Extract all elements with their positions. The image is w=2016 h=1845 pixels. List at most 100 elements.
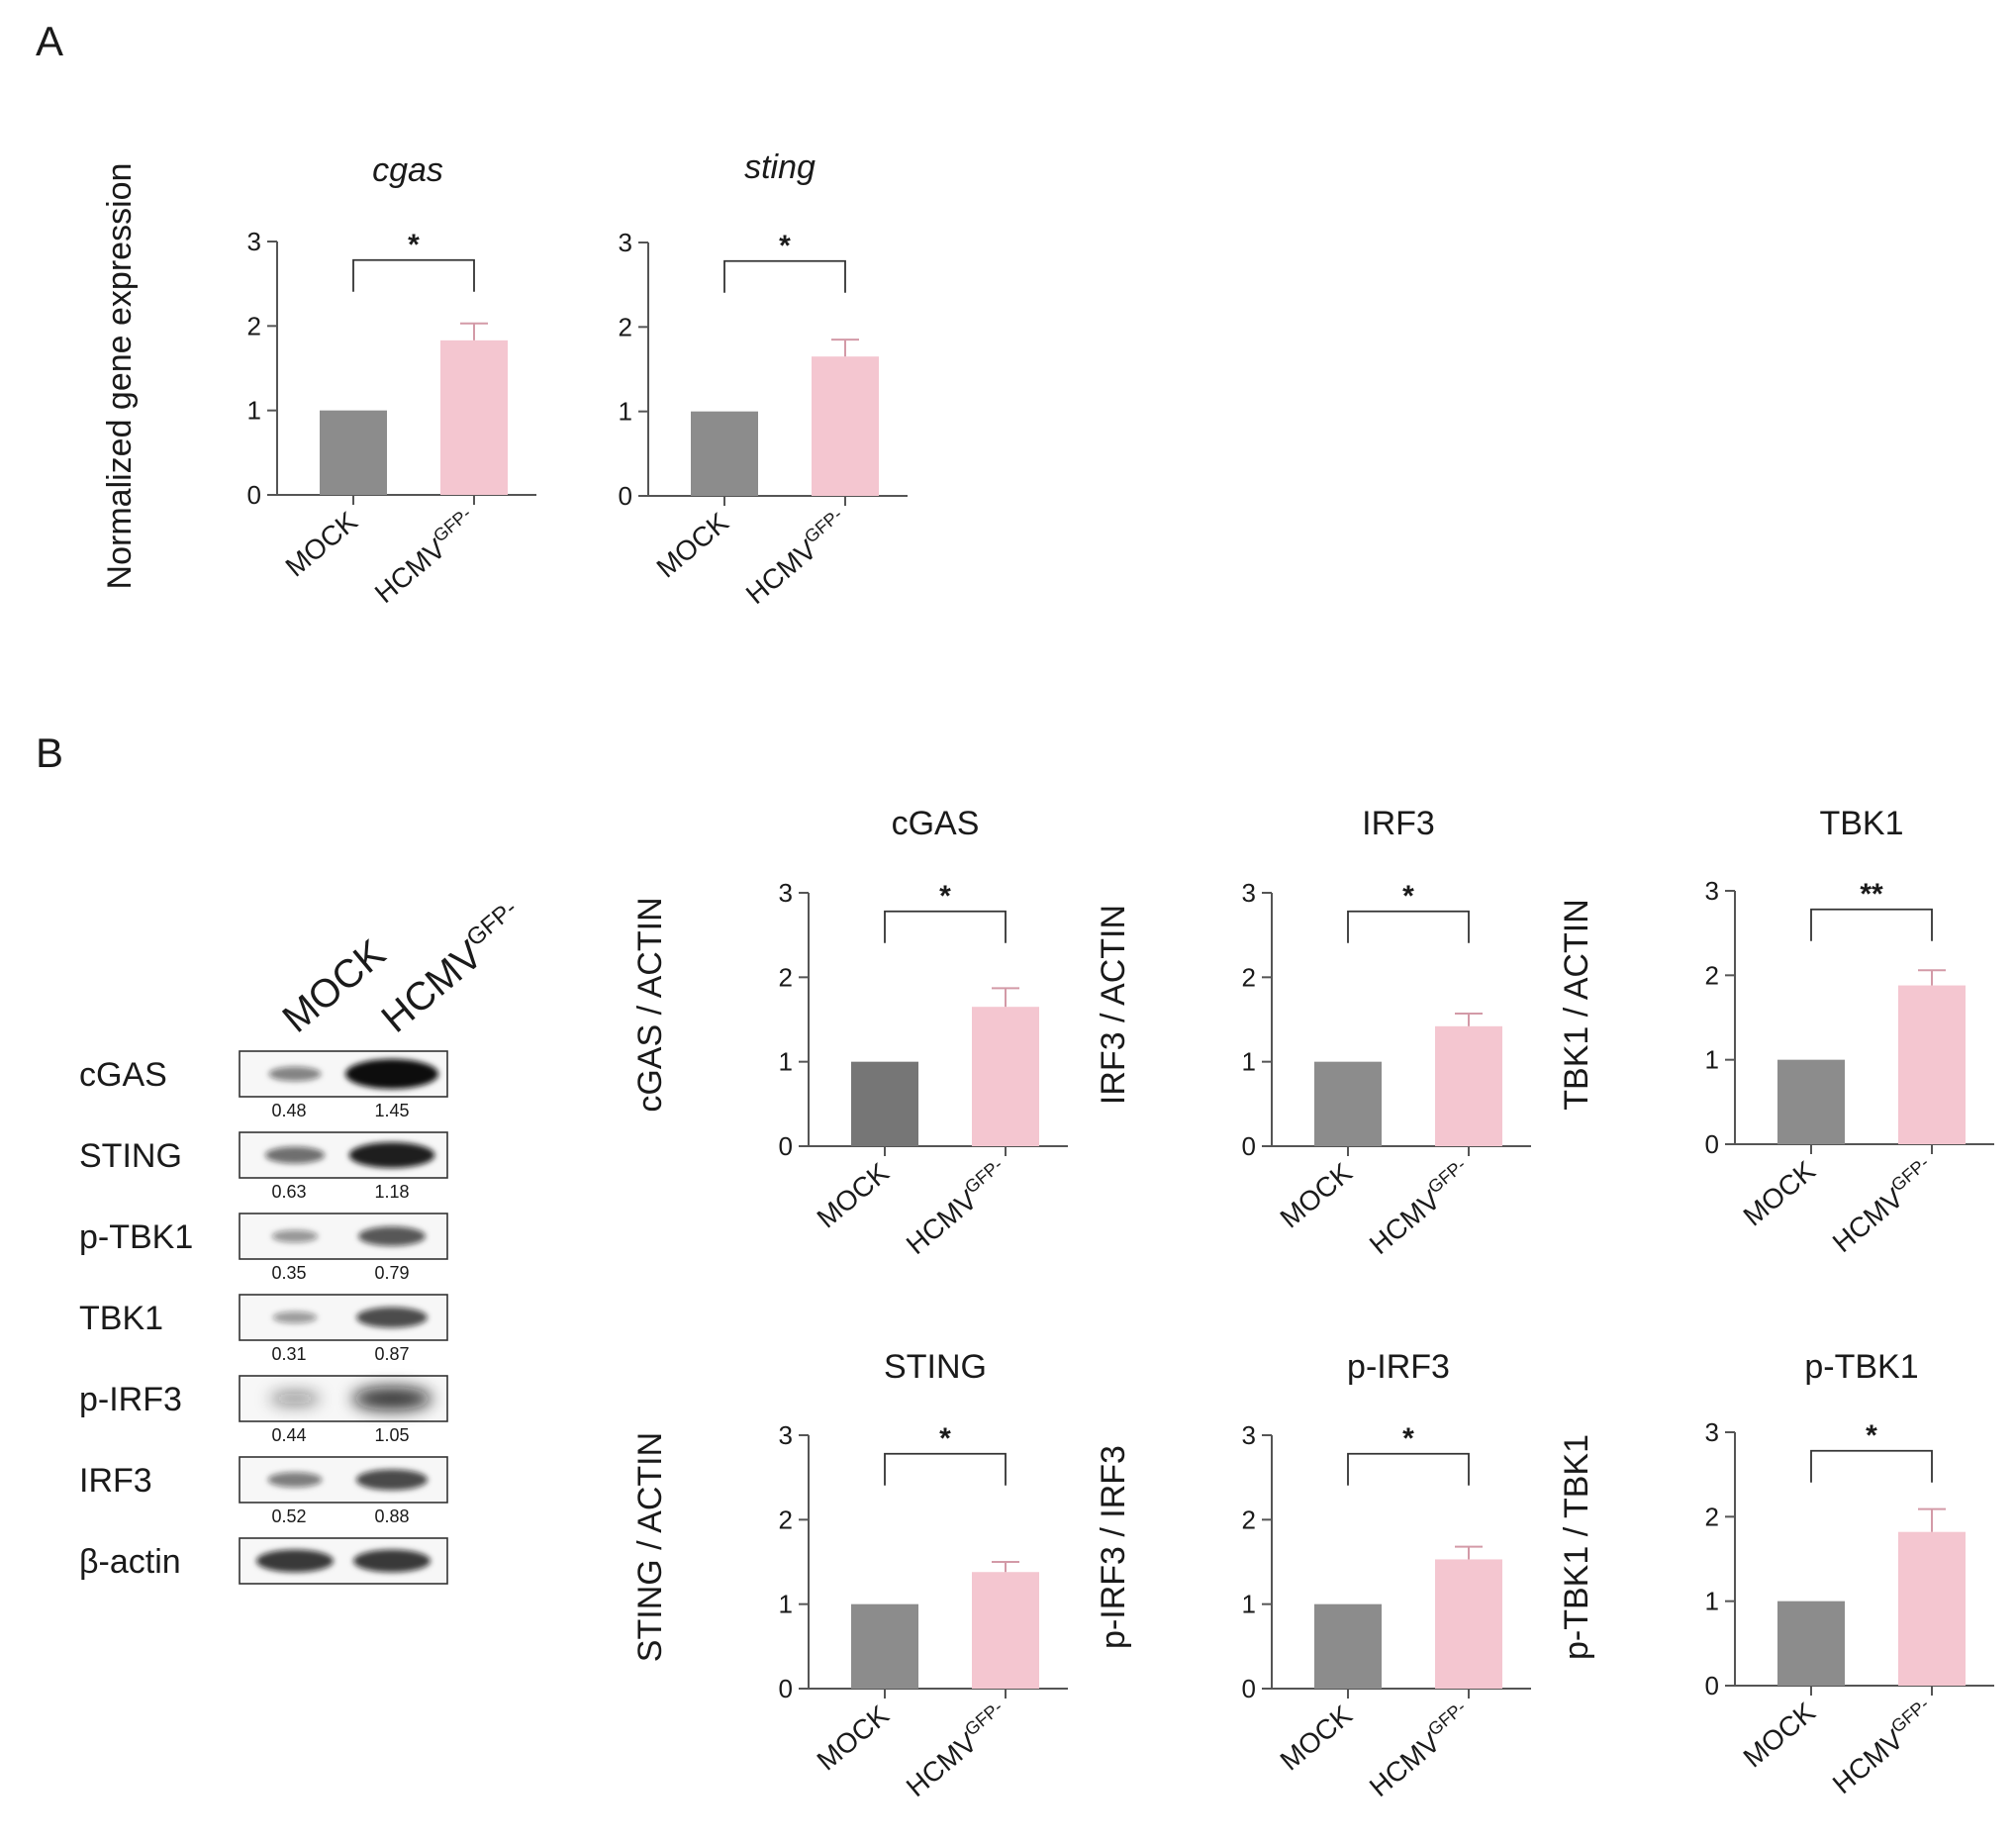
x-category-label: MOCK [1275, 1699, 1359, 1777]
blot-band-mock [264, 1146, 326, 1164]
y-tick-label: 1 [619, 397, 632, 427]
x-category-label: MOCK [812, 1157, 896, 1234]
blot-value-mock: 0.52 [271, 1506, 306, 1526]
blot-value-hcmv: 0.88 [374, 1506, 409, 1526]
y-tick-label: 2 [1242, 962, 1256, 992]
x-category-label: HCMVGFP- [899, 1155, 1015, 1261]
y-tick-label: 0 [779, 1131, 793, 1161]
blot-row: cGAS 0.48 1.45 [79, 1050, 448, 1120]
significance-bracket [723, 259, 846, 293]
y-tick-label: 2 [1705, 960, 1719, 990]
chart-cgas: cgas Normalized gene expression 0 1 2 3 MOCK HC… [101, 151, 536, 609]
blot-label: β-actin [79, 1543, 181, 1581]
lane-header-mock: MOCK [275, 931, 394, 1041]
y-tick-label: 3 [247, 227, 261, 256]
y-tick-label: 0 [247, 480, 261, 510]
blot-value-hcmv: 1.18 [374, 1182, 409, 1202]
x-category-label: HCMVGFP- [738, 505, 855, 611]
significance-marker: * [408, 229, 420, 261]
y-tick-label: 2 [619, 312, 632, 341]
chart-title: IRF3 [1362, 805, 1435, 842]
y-tick-label: 3 [1242, 1420, 1256, 1450]
significance-bracket [884, 1452, 1007, 1486]
chart-title: cgas [372, 151, 443, 189]
y-axis-label: p-TBK1 / TBK1 [1558, 1434, 1595, 1660]
y-tick-label: 1 [779, 1047, 793, 1077]
bar-mock [1314, 1061, 1382, 1146]
y-tick-label: 3 [1705, 1417, 1719, 1447]
significance-bracket [1810, 1449, 1933, 1483]
blot-label: cGAS [79, 1056, 167, 1094]
chart-title: TBK1 [1819, 805, 1903, 842]
significance-bracket [352, 258, 475, 292]
x-category-label: MOCK [651, 507, 735, 584]
significance-bracket [1347, 1452, 1470, 1486]
blot-band-mock [267, 1472, 323, 1488]
x-category-label: MOCK [280, 506, 364, 583]
bar-hcmv [972, 1007, 1039, 1146]
x-category-label: HCMVGFP- [899, 1698, 1015, 1803]
y-axis-label: TBK1 / ACTIN [1558, 899, 1595, 1111]
chart-p-tbk1-protein: p-TBK1 p-TBK1 / TBK1 0 1 2 3 MOCK HCMVGFP- * [1558, 1348, 1994, 1799]
blot-row: TBK1 0.31 0.87 [79, 1294, 448, 1364]
blot-value-mock: 0.63 [271, 1182, 306, 1202]
blot-band-hcmv [353, 1549, 431, 1573]
chart-irf3-protein: IRF3 IRF3 / ACTIN 0 1 2 3 MOCK HCMVGFP- * [1095, 805, 1531, 1260]
blot-band-mock [271, 1229, 319, 1243]
significance-marker: * [1866, 1419, 1877, 1452]
blot-value-hcmv: 0.79 [374, 1263, 409, 1283]
bar-hcmv [1435, 1025, 1502, 1146]
blot-value-mock: 0.48 [271, 1101, 306, 1120]
x-category-label: MOCK [1738, 1155, 1822, 1232]
bar-hcmv [812, 356, 879, 496]
blot-value-hcmv: 0.87 [374, 1344, 409, 1364]
chart-sting-mrna: sting 0 1 2 3 MOCK HCMVGFP- * [619, 148, 908, 610]
blot-band-mock [272, 1311, 318, 1323]
y-tick-label: 1 [1242, 1590, 1256, 1619]
panel-label-a: A [36, 18, 63, 64]
chart-sting-protein: STING STING / ACTIN 0 1 2 3 MOCK HCMVGFP- * [631, 1348, 1068, 1802]
bar-mock [1314, 1603, 1382, 1689]
bar-hcmv [1898, 985, 1966, 1144]
x-category-label: HCMVGFP- [1362, 1698, 1479, 1803]
blot-row: β-actin [79, 1537, 448, 1585]
x-category-label: HCMVGFP- [367, 504, 484, 610]
blot-band-hcmv [355, 1469, 429, 1491]
y-tick-label: 0 [1705, 1129, 1719, 1159]
blot-label: p-IRF3 [79, 1381, 182, 1418]
x-category-label: MOCK [1738, 1697, 1822, 1774]
blot-value-mock: 0.35 [271, 1263, 306, 1283]
y-tick-label: 3 [779, 878, 793, 908]
significance-bracket [1810, 908, 1933, 941]
blot-band-hcmv [345, 1058, 438, 1090]
y-tick-label: 0 [779, 1674, 793, 1703]
blot-value-hcmv: 1.45 [374, 1101, 409, 1120]
significance-marker: ** [1860, 878, 1883, 911]
significance-bracket [1347, 910, 1470, 943]
bar-hcmv [972, 1572, 1039, 1689]
chart-title: sting [744, 148, 816, 186]
significance-bracket [884, 910, 1007, 943]
chart-title: p-TBK1 [1804, 1348, 1918, 1386]
blot-band-mock [256, 1549, 334, 1573]
chart-title: STING [884, 1348, 987, 1386]
y-axis-label: p-IRF3 / IRF3 [1095, 1445, 1132, 1649]
blot-value-mock: 0.44 [271, 1425, 306, 1445]
y-tick-label: 0 [619, 481, 632, 511]
chart-title: p-IRF3 [1347, 1348, 1450, 1386]
blot-band-hcmv [358, 1226, 426, 1246]
bar-mock [851, 1061, 918, 1146]
y-tick-label: 1 [1705, 1587, 1719, 1616]
x-category-label: HCMVGFP- [1825, 1695, 1942, 1800]
significance-marker: * [1402, 880, 1414, 913]
x-category-label: MOCK [1275, 1157, 1359, 1234]
chart-tbk1-protein: TBK1 TBK1 / ACTIN 0 1 2 3 MOCK HCMVGFP- ** [1558, 805, 1994, 1258]
chart-p-irf3-protein: p-IRF3 p-IRF3 / IRF3 0 1 2 3 MOCK HCMVGFP- * [1095, 1348, 1531, 1802]
blot-label: p-TBK1 [79, 1218, 193, 1256]
blot-label: IRF3 [79, 1462, 152, 1500]
bar-mock [1777, 1601, 1845, 1686]
y-tick-label: 2 [779, 962, 793, 992]
blot-band-hcmv [351, 1387, 432, 1410]
